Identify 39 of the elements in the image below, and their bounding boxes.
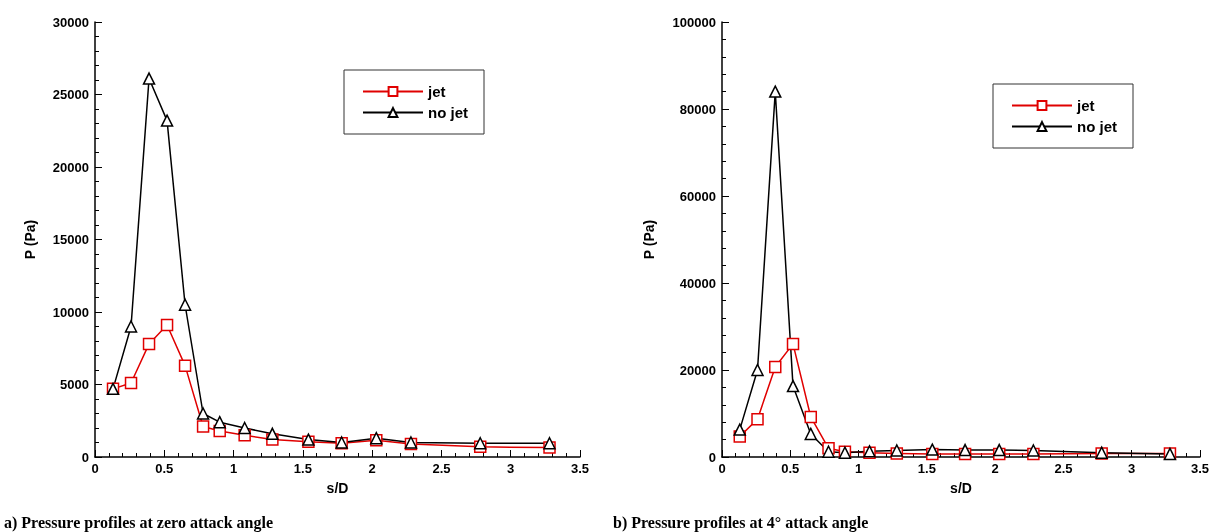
legend-label: jet: [427, 83, 446, 100]
x-axis-title: s/D: [326, 480, 349, 496]
x-axis-title: s/D: [950, 480, 972, 496]
x-tick-label: 1: [854, 461, 863, 476]
y-tick-label: 0: [708, 449, 716, 465]
x-tick-label: 2: [368, 461, 376, 476]
legend-label: jet: [1076, 97, 1095, 114]
x-tick-label: 3: [507, 461, 515, 476]
x-tick-label: 2: [991, 461, 999, 476]
text: b) Pressure profiles at 4° attack angle: [613, 513, 869, 532]
x-tick-label: 0.5: [155, 461, 174, 476]
x-tick-label: 2.5: [1054, 461, 1073, 476]
y-tick-label: 10000: [52, 304, 89, 320]
x-tick-label: 3.5: [1190, 461, 1210, 476]
y-tick-label: 100000: [672, 14, 716, 30]
text: a) Pressure profiles at zero attack angle: [4, 513, 273, 532]
x-tick-label: 1.5: [917, 461, 936, 476]
x-tick-label: 3: [1128, 461, 1136, 476]
y-tick-label: 80000: [679, 101, 716, 117]
x-tick-label: 1: [229, 461, 238, 476]
y-tick-label: 25000: [52, 87, 89, 102]
x-tick-label: 1.5: [293, 461, 312, 476]
y-tick-label: 15000: [52, 232, 89, 247]
y-tick-label: 0: [81, 449, 89, 465]
x-tick-label: 3.5: [570, 461, 590, 476]
y-tick-label: 40000: [679, 275, 716, 291]
y-axis-title: P (Pa): [22, 219, 38, 260]
x-tick-label: 0: [91, 461, 99, 476]
y-tick-label: 30000: [52, 14, 89, 30]
legend-label: no jet: [1077, 118, 1117, 135]
y-tick-label: 60000: [679, 188, 716, 204]
x-tick-label: 2.5: [432, 461, 451, 476]
y-tick-label: 5000: [60, 377, 89, 392]
legend-label: no jet: [428, 104, 468, 121]
x-tick-label: 0: [718, 461, 726, 476]
y-axis-title: P (Pa): [641, 219, 657, 260]
x-tick-label: 0.5: [781, 461, 800, 476]
y-tick-label: 20000: [52, 159, 89, 175]
y-tick-label: 20000: [679, 362, 716, 378]
